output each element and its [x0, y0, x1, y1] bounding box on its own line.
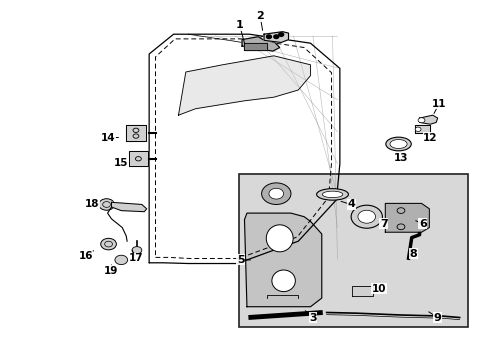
Text: 7: 7 — [379, 219, 387, 229]
Circle shape — [261, 183, 290, 204]
Text: 16: 16 — [78, 251, 93, 261]
Polygon shape — [385, 203, 428, 232]
Text: 2: 2 — [256, 11, 264, 21]
Polygon shape — [242, 37, 279, 51]
Text: 4: 4 — [346, 199, 354, 210]
Circle shape — [132, 247, 142, 254]
Polygon shape — [264, 32, 288, 42]
Circle shape — [101, 238, 116, 250]
Circle shape — [99, 199, 114, 210]
Ellipse shape — [265, 225, 292, 252]
Ellipse shape — [322, 191, 342, 198]
Ellipse shape — [389, 140, 406, 149]
Text: 8: 8 — [408, 249, 416, 259]
Ellipse shape — [316, 189, 347, 200]
Circle shape — [268, 188, 283, 199]
Circle shape — [115, 255, 127, 265]
Text: 15: 15 — [114, 158, 128, 168]
Polygon shape — [419, 115, 437, 124]
Polygon shape — [111, 202, 146, 212]
Bar — [126, 125, 145, 141]
Polygon shape — [178, 56, 310, 115]
Text: 10: 10 — [371, 284, 386, 294]
Text: 17: 17 — [128, 253, 143, 264]
Circle shape — [278, 33, 283, 36]
Text: 5: 5 — [236, 255, 244, 265]
Circle shape — [357, 210, 375, 223]
Bar — [351, 286, 372, 296]
Bar — [414, 125, 429, 133]
Text: 6: 6 — [418, 219, 426, 229]
Circle shape — [266, 35, 271, 39]
Bar — [243, 43, 266, 50]
Circle shape — [417, 118, 424, 123]
Circle shape — [414, 127, 420, 131]
Text: 1: 1 — [235, 20, 243, 30]
Text: 19: 19 — [104, 266, 119, 276]
Bar — [129, 151, 147, 166]
Text: 12: 12 — [422, 132, 437, 143]
Ellipse shape — [385, 137, 410, 151]
Text: 18: 18 — [84, 199, 99, 210]
Text: 9: 9 — [433, 312, 441, 323]
Text: 13: 13 — [393, 153, 407, 163]
Circle shape — [350, 205, 382, 228]
Text: 11: 11 — [431, 99, 446, 109]
Text: 3: 3 — [308, 312, 316, 323]
Polygon shape — [244, 213, 321, 307]
Bar — [238, 174, 468, 327]
Text: 14: 14 — [101, 132, 116, 143]
Circle shape — [273, 35, 278, 39]
Ellipse shape — [271, 270, 295, 292]
